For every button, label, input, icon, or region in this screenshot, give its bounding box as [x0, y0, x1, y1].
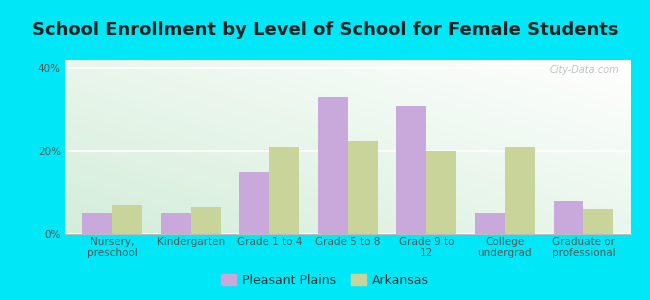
Legend: Pleasant Plains, Arkansas: Pleasant Plains, Arkansas [217, 270, 433, 291]
Bar [83, 213, 112, 234]
Bar [239, 172, 269, 234]
Text: School Enrollment by Level of School for Female Students: School Enrollment by Level of School for… [32, 21, 618, 39]
Bar [269, 147, 299, 234]
Bar [554, 201, 584, 234]
Bar [396, 106, 426, 234]
Bar [505, 147, 535, 234]
Bar [584, 209, 613, 234]
Bar [348, 141, 378, 234]
Text: City-Data.com: City-Data.com [549, 65, 619, 75]
Bar [475, 213, 505, 234]
Bar [190, 207, 220, 234]
Bar [426, 151, 456, 234]
Bar [318, 97, 348, 234]
Bar [161, 213, 190, 234]
Bar [112, 205, 142, 234]
